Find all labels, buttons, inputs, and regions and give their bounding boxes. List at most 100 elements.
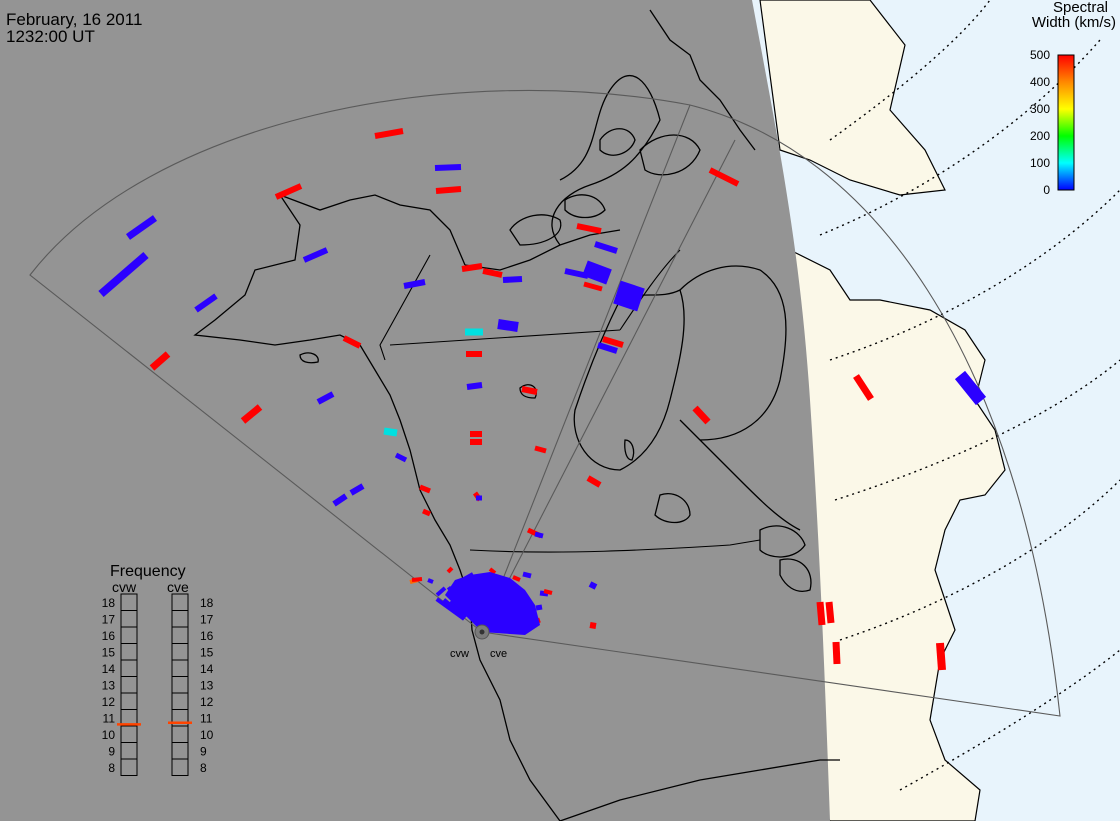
echo-segment [539,590,549,597]
frequency-level-label: 14 [102,662,116,676]
echo-segment [274,183,303,200]
echo-segment [583,281,603,292]
echo-segment [349,483,365,496]
echo-segment [543,589,553,595]
echo-segment [316,391,335,405]
echo-segment [435,597,466,621]
radar-label-west: cvw [450,648,469,660]
frequency-level-label: 10 [102,728,116,742]
echo-segment [594,241,618,254]
echo-segment [427,578,434,584]
echo-segment [332,493,348,507]
echo-segment [816,601,826,626]
echo-segment [442,598,467,620]
frequency-level-label: 12 [102,695,116,709]
echo-segment [422,508,431,517]
echo-segment [708,167,740,187]
echo-segment [149,351,171,371]
echo-segment [832,641,841,665]
echo-segment [954,370,987,406]
near-range-echoes [445,572,540,635]
echo-segment [466,382,483,390]
echo-segment [403,279,426,289]
date-label: February, 16 2011 [6,10,143,29]
frequency-level-label: 8 [108,761,115,775]
coastlines [193,9,840,821]
echo-segment [582,260,612,285]
echo-segment [446,566,454,574]
echo-segment [411,577,423,582]
frequency-level-label: 18 [200,596,214,610]
echo-segment [435,186,462,194]
colorbar-tick-label: 0 [1043,183,1050,197]
echo-segment [98,251,149,298]
echo-segment [588,581,598,590]
colorbar-tick-label: 400 [1030,75,1050,89]
time-label: 1232:00 UT [6,27,95,46]
radar-fov [29,89,1061,717]
echo-segment [535,604,543,611]
echo-segment [482,268,503,278]
echo-segment [240,404,263,424]
echo-segment [394,452,408,463]
radar-site-center [479,629,485,635]
colorbar-ticks: 500 400 300 200 100 0 [1030,48,1050,197]
colorbar [1057,54,1075,191]
frequency-level-label: 17 [200,613,214,627]
echo-segment [534,445,547,454]
colorbar-title-line2: Width (km/s) [1031,14,1116,31]
echo-segment [125,215,158,240]
frequency-level-label: 16 [200,629,214,643]
echo-segment [302,247,329,263]
frequency-label-cvw: cvw [112,579,137,595]
frequency-level-label: 15 [102,646,116,660]
frequency-level-label: 9 [200,745,207,759]
frequency-level-label: 15 [200,646,214,660]
frequency-level-label: 9 [108,745,115,759]
echo-segment [383,427,398,437]
echo-segment [488,567,497,575]
frequency-level-label: 10 [200,728,214,742]
echo-segment [512,575,521,582]
echo-segment [613,280,645,312]
colorbar-tick-label: 300 [1030,102,1050,116]
echo-segment [502,276,523,283]
day-land [759,0,1006,821]
frequency-level-label: 18 [102,596,116,610]
frequency-panel: Frequency cvw cve 18 17 16 15 14 13 12 11 10 9 8 18… [102,563,214,776]
frequency-level-label: 11 [200,712,213,726]
echo-segment [825,601,835,624]
frequency-level-label: 14 [200,662,214,676]
echo-segment [692,405,711,425]
night-shade [0,0,830,821]
echo-segment [434,164,462,171]
echo-segment [853,374,874,401]
frequency-label-cve: cve [167,579,189,595]
echo-segment [342,335,362,349]
echo-segment [936,642,946,671]
echo-segment [576,223,602,234]
echo-segment [419,484,431,494]
radar-label-east: cve [490,648,507,660]
frequency-title: Frequency [110,563,186,580]
frequency-column [120,593,138,776]
frequency-level-label: 16 [102,629,116,643]
frequency-level-label: 11 [103,712,116,726]
frequency-level-label: 12 [200,695,214,709]
colorbar-tick-label: 500 [1030,48,1050,62]
echo-segment [602,336,624,348]
echo-segment [586,475,602,488]
echo-segment [461,263,483,272]
echo-segment [522,571,532,579]
echo-segment [435,586,447,597]
echo-segment [597,342,618,354]
echo-segment [589,622,597,629]
frequency-column [171,593,189,776]
echo-segment [374,128,404,139]
colorbar-tick-label: 200 [1030,129,1050,143]
colorbar-tick-label: 100 [1030,156,1050,170]
colorbar-title-line1: Spectral [1052,0,1108,16]
frequency-level-label: 13 [102,679,116,693]
echo-segment [497,319,519,332]
